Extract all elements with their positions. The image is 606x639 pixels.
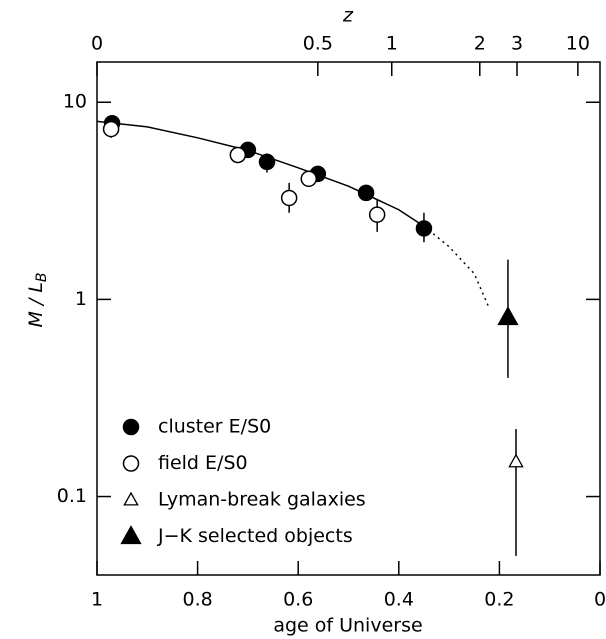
x2-axis-label: z (342, 5, 354, 27)
data-point (497, 306, 519, 326)
data-point (368, 206, 386, 223)
x2-tick-label: 10 (566, 33, 590, 55)
data-point (357, 184, 375, 202)
data-point (258, 153, 276, 171)
x-tick-label: 0.8 (182, 589, 212, 611)
x-tick-label: 1 (91, 589, 103, 611)
y-tick-label: 10 (63, 91, 87, 113)
x-tick-label: 0.4 (384, 589, 414, 611)
y-label-main: M / L (25, 282, 47, 327)
legend-marker (122, 455, 140, 472)
data-point (508, 453, 524, 468)
legend-label: J−K selected objects (157, 525, 353, 547)
x-tick-label: 0 (594, 589, 606, 611)
legend-marker (123, 491, 139, 506)
legend-label: field E/S0 (158, 452, 248, 474)
legend-marker (120, 525, 142, 545)
x-tick-label: 0.2 (484, 589, 514, 611)
y-axis-label-text: M / LB (25, 272, 51, 327)
data-point (229, 146, 247, 164)
x2-tick-label: 2 (474, 33, 486, 55)
plot-frame (96, 61, 601, 576)
data-point (415, 220, 433, 237)
y-tick-label: 0.1 (57, 485, 87, 507)
data-point (300, 170, 318, 188)
legend-label: cluster E/S0 (158, 416, 271, 438)
data-point (280, 189, 298, 207)
y-tick-label: 1 (75, 288, 87, 310)
legend-label: Lyman-break galaxies (158, 489, 366, 511)
x2-tick-label: 0 (91, 33, 103, 55)
legend-marker (122, 418, 140, 436)
data-point (102, 120, 120, 138)
y-axis-label: M / LB (25, 272, 51, 327)
x-axis-label: age of Universe (273, 615, 422, 637)
x2-tick-label: 1 (386, 33, 398, 55)
x-tick-label: 0.6 (283, 589, 313, 611)
model-curve (423, 225, 491, 309)
y-label-sub: B (34, 272, 50, 282)
x2-tick-label: 0.5 (303, 33, 333, 55)
x2-tick-label: 3 (511, 33, 523, 55)
